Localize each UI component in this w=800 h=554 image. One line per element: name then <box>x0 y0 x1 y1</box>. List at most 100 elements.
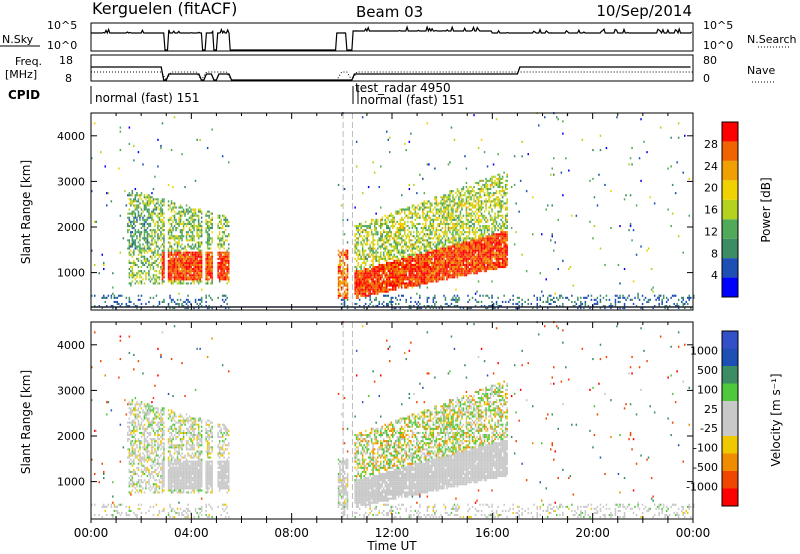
power-cell <box>145 259 147 262</box>
freq-label-1: Freq. <box>15 55 42 68</box>
power-cell <box>413 222 415 225</box>
power-cell <box>355 290 358 293</box>
power-cell <box>450 192 453 195</box>
power-cell <box>139 235 141 238</box>
power-cell <box>187 231 189 234</box>
power-cell <box>187 272 189 275</box>
power-cell <box>136 237 138 240</box>
power-cell <box>228 307 230 310</box>
power-cell <box>209 220 212 223</box>
power-cell <box>480 196 483 199</box>
power-cell <box>157 237 159 240</box>
power-cell <box>194 212 197 215</box>
power-cell <box>453 247 456 250</box>
power-cell <box>361 253 364 256</box>
power-cell <box>386 237 388 240</box>
power-cell <box>167 263 170 266</box>
power-cell <box>384 294 386 297</box>
power-cell <box>470 220 472 223</box>
power-cell <box>428 225 430 228</box>
power-cell <box>149 247 152 250</box>
power-cell <box>354 286 356 289</box>
power-cell <box>194 243 197 246</box>
power-cell <box>449 253 451 256</box>
power-cell <box>366 243 368 246</box>
power-cell <box>464 194 466 197</box>
power-cell <box>476 198 478 201</box>
power-cell <box>178 253 180 256</box>
power-cell <box>386 231 388 234</box>
power-cell <box>414 257 417 260</box>
power-cell <box>471 266 474 269</box>
power-cell <box>91 294 93 297</box>
power-cell <box>357 249 359 252</box>
power-cell <box>373 251 376 254</box>
power-cell <box>459 255 462 258</box>
power-cell <box>450 268 453 271</box>
power-cell <box>170 247 173 250</box>
power-cell <box>492 263 495 266</box>
power-cell <box>340 286 343 289</box>
power-cell <box>429 218 432 221</box>
power-cell <box>173 261 176 264</box>
power-cell <box>462 222 465 225</box>
power-cell <box>119 214 122 217</box>
power-cell <box>134 229 137 232</box>
power-cell <box>381 235 383 238</box>
power-cell <box>386 225 388 228</box>
power-cell <box>476 263 478 266</box>
power-cell <box>435 198 438 201</box>
power-cell <box>500 214 502 217</box>
power-cell <box>386 294 388 297</box>
power-cell <box>480 266 483 269</box>
power-cell <box>339 292 341 295</box>
power-cell <box>160 235 162 238</box>
power-cell <box>392 261 394 264</box>
power-cell <box>452 270 454 273</box>
power-cell <box>389 220 391 223</box>
power-cell <box>170 257 173 260</box>
power-cell <box>381 225 383 228</box>
power-cell <box>200 300 203 303</box>
power-cell <box>500 181 502 184</box>
power-cell <box>393 270 395 273</box>
power-cell <box>340 270 343 273</box>
power-cell <box>137 259 140 262</box>
power-cell <box>200 225 203 228</box>
power-cell <box>380 290 382 293</box>
power-cell <box>182 220 185 223</box>
power-cell <box>462 255 465 258</box>
power-cell <box>479 179 481 182</box>
power-cell <box>468 247 471 250</box>
power-cell <box>470 218 472 221</box>
power-cell <box>461 200 463 203</box>
power-cell <box>480 255 483 258</box>
power-cell <box>358 278 361 281</box>
power-cell <box>355 233 358 236</box>
power-cell <box>449 263 451 266</box>
power-cell <box>468 220 471 223</box>
power-cell <box>404 231 406 234</box>
power-cell <box>345 249 347 252</box>
power-cell <box>393 278 395 281</box>
power-cell <box>453 198 456 201</box>
power-cell <box>337 268 340 271</box>
power-cell <box>428 261 430 264</box>
power-cell <box>146 231 149 234</box>
power-cell <box>459 202 462 205</box>
power-cell <box>339 284 341 287</box>
power-cell <box>485 194 487 197</box>
power-cell <box>429 251 432 254</box>
power-cell <box>179 261 182 264</box>
power-cell <box>416 253 418 256</box>
power-cell <box>459 261 462 264</box>
power-cell <box>197 278 200 281</box>
power-cell <box>483 151 486 154</box>
power-cell <box>169 255 171 258</box>
power-cell <box>452 276 454 279</box>
power-cell <box>411 266 414 269</box>
power-cell <box>455 300 457 303</box>
power-cell <box>449 229 451 232</box>
power-cell <box>390 282 392 285</box>
power-cell <box>364 229 367 232</box>
